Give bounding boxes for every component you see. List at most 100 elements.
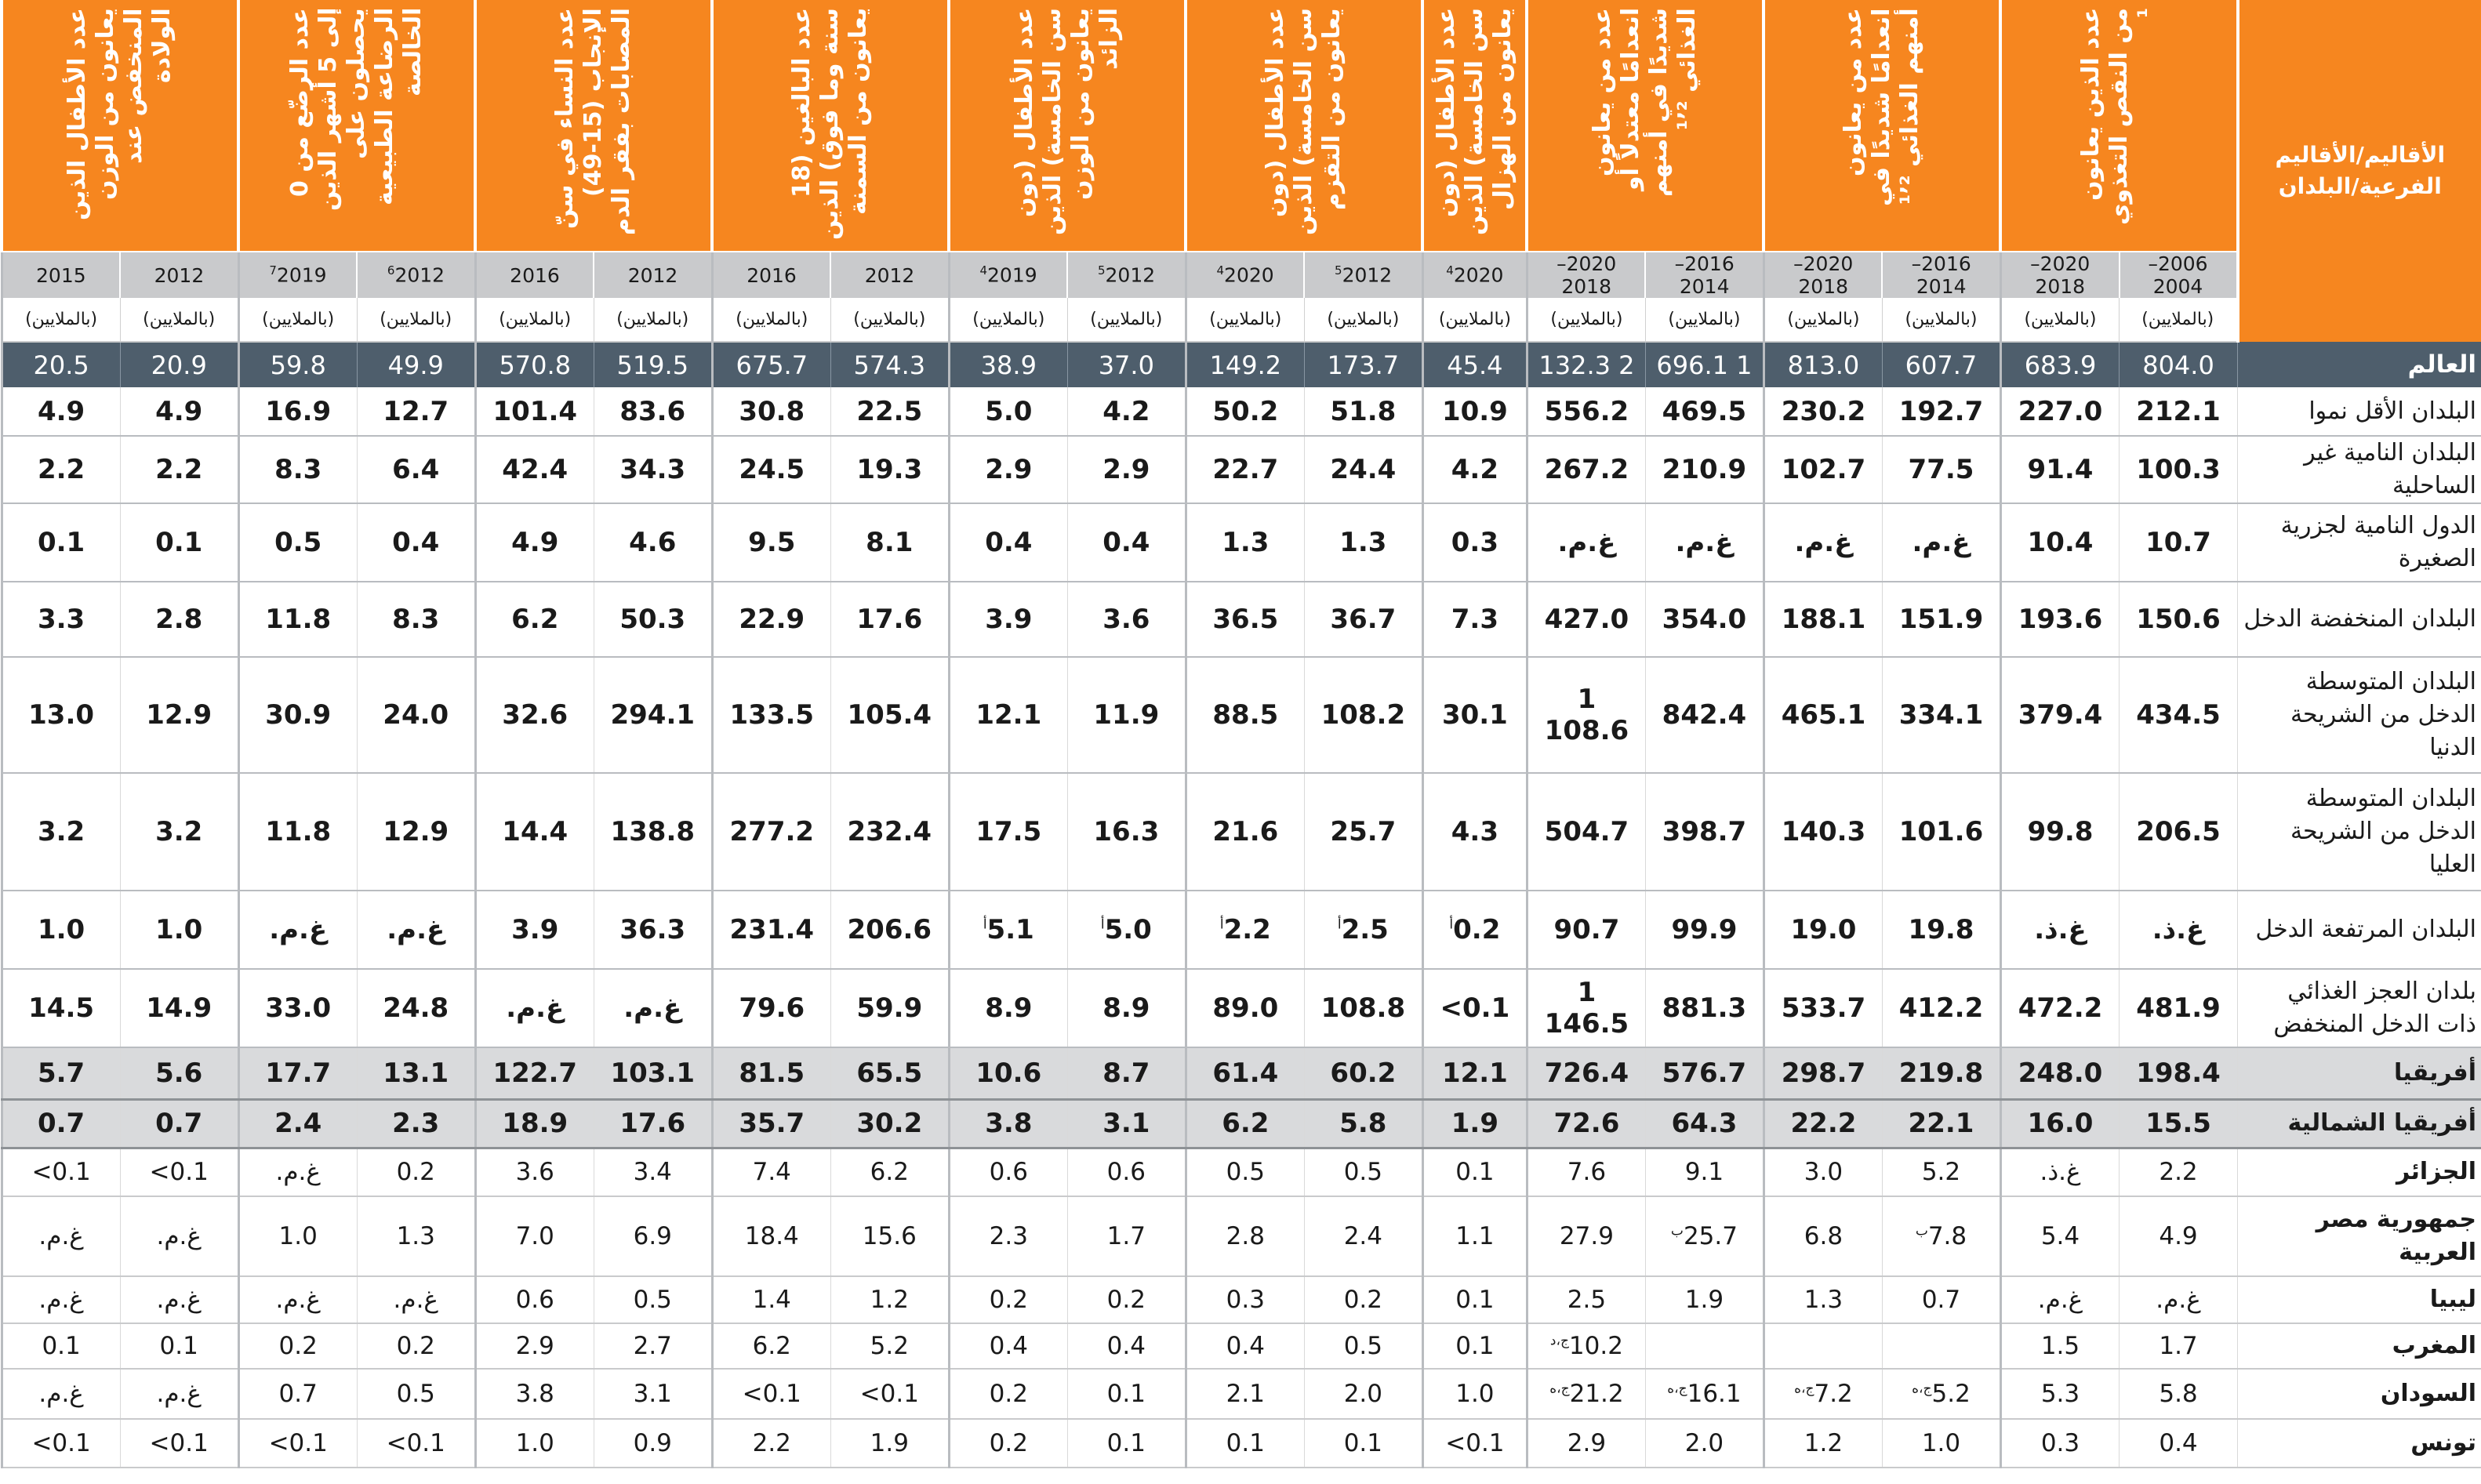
cell-value: 34.3 (619, 454, 686, 485)
cell-value: 100.3 (2136, 454, 2221, 485)
cell-value: 4.9 (37, 395, 85, 427)
table-cell: 0.9 (593, 1419, 713, 1468)
cell-value: 212.1 (2136, 395, 2221, 427)
table-cell: 100.3 (2118, 436, 2238, 504)
table-cell: 2.9 (1066, 436, 1186, 504)
cell-value: 2.2 (752, 1429, 791, 1457)
world-row: العالم 804.0 683.9 607.7 813.0 1 696.1 2 132.3… (0, 342, 2481, 387)
table-cell: غ.ذ. (1999, 891, 2120, 970)
table-cell: 1.3 (1184, 503, 1305, 582)
cell-value: 3.0 (1804, 1158, 1843, 1187)
cell-value: 51.8 (1330, 395, 1397, 427)
cell-value: غ.م. (2037, 1286, 2083, 1314)
cell-value: 533.7 (1781, 992, 1866, 1024)
cell-value: غ.م. (269, 914, 328, 945)
table-cell: 11.9 (1066, 657, 1186, 774)
cell-value: 4.3 (1451, 816, 1498, 847)
table-cell: 7.3 (1421, 582, 1527, 658)
year-label: 2012 (1105, 263, 1156, 287)
table-cell: 1.9 (830, 1419, 950, 1468)
cell-value: 0.6 (515, 1286, 554, 1314)
table-cell: 210.9 (1644, 436, 1764, 504)
cell-value: 5.2 (1931, 1380, 1971, 1408)
cell-value: 2.0 (1343, 1380, 1382, 1408)
cell-value: 210.9 (1662, 454, 1747, 485)
cell-value: 2.2 (37, 454, 85, 485)
table-cell: 4.9 (474, 503, 594, 582)
cell-value: 1.2 (1804, 1429, 1843, 1457)
table-cell: 556.2 (1525, 387, 1646, 437)
cell-value: غ.ذ. (2152, 914, 2205, 945)
cell-value: 0.2 (1106, 1286, 1146, 1314)
table-cell: غ.م. (356, 891, 476, 970)
cell-value: 36.7 (1330, 604, 1397, 635)
cell-value: 0.4 (985, 527, 1033, 558)
unit-label: (بالملايين) (1644, 298, 1764, 343)
table-cell: 13.1 (356, 1047, 476, 1101)
group-row: البلدان الأقل نموا 212.1 227.0 192.7 230.2 46… (0, 387, 2481, 437)
cell-value: غ.م. (393, 1286, 438, 1314)
table-cell: 1 696.1 (1644, 342, 1764, 387)
table-cell: 6.2 (474, 582, 594, 658)
region-row: أفريقيا 198.4 248.0 219.8 298.7 576.7 726.4 12.… (0, 1047, 2481, 1101)
table-cell: 0.4 (356, 503, 476, 582)
row-label: البلدان الأقل نموا (2237, 387, 2481, 437)
year-footnote-mark: 4 (1216, 263, 1225, 278)
cell-value: 50.2 (1212, 395, 1279, 427)
table-cell: 22.5 (830, 387, 950, 437)
table-cell: 79.6 (710, 969, 831, 1048)
cell-value: 0.6 (989, 1158, 1028, 1187)
table-cell: 1.1 (1421, 1196, 1527, 1277)
cell-value: 683.9 (2024, 350, 2097, 380)
table-cell: 0.7 (119, 1099, 239, 1149)
cell-value: 32.6 (502, 699, 568, 731)
cell-value: 61.4 (1212, 1057, 1279, 1089)
cell-value: 99.8 (2027, 816, 2094, 847)
cell-value: 0.7 (1921, 1286, 1961, 1314)
table-cell: 1.7 (1066, 1196, 1186, 1277)
cell-value: 1.3 (1222, 527, 1270, 558)
cell-value: 570.8 (499, 350, 572, 380)
cell-value: 9.5 (748, 527, 796, 558)
cell-value: 99.9 (1671, 914, 1738, 945)
table-cell: 14.4 (474, 773, 594, 891)
indicator-header: عدد الرضّع من 0 إلى 5 أشهر الذين يحصلون … (237, 0, 476, 252)
table-cell: 1.3 (1303, 503, 1423, 582)
table-cell: 576.7 (1644, 1047, 1764, 1101)
table-cell: 59.8 (237, 342, 358, 387)
footnote-mark: ج،د (1549, 1333, 1569, 1349)
cell-value: 30.2 (856, 1108, 923, 1139)
table-cell: غ.م. (237, 1148, 358, 1197)
cell-value: 2.2 (155, 454, 203, 485)
row-label: البلدان المتوسطة الدخل من الشريحة العليا (2237, 773, 2481, 891)
cell-value: 607.7 (1905, 350, 1978, 380)
cell-value: 881.3 (1662, 992, 1747, 1024)
table-cell: 7.6 (1525, 1148, 1646, 1197)
table-cell: 5.2ج،ه (1881, 1369, 2001, 1420)
cell-value: 10.2 (1568, 1332, 1623, 1360)
cell-value: 0.4 (989, 1332, 1028, 1360)
table-cell: 9.1 (1644, 1148, 1764, 1197)
table-cell: 45.4 (1421, 342, 1527, 387)
cell-value: 0.7 (278, 1380, 318, 1408)
table-cell: 0.7 (0, 1099, 121, 1149)
table-cell: 24.8 (356, 969, 476, 1048)
cell-value: 12.1 (975, 699, 1042, 731)
table-cell: 81.5 (710, 1047, 831, 1101)
cell-value: 232.4 (847, 816, 932, 847)
table-cell: 5.0 (947, 387, 1068, 437)
cell-value: 19.3 (856, 454, 923, 485)
unit-label: (بالملايين) (1066, 298, 1186, 343)
year-label: 2019 (276, 263, 327, 287)
table-cell: 3.3 (0, 582, 121, 658)
table-cell: 108.2 (1303, 657, 1423, 774)
cell-value: 1.7 (1106, 1222, 1146, 1250)
table-cell: 0.2 (947, 1419, 1068, 1468)
footnote-mark: ج،ه (1667, 1381, 1687, 1397)
cell-value: 398.7 (1662, 816, 1747, 847)
table-cell: 30.2 (830, 1099, 950, 1149)
table-cell: 12.7 (356, 387, 476, 437)
unit-label: (بالملايين) (1421, 298, 1527, 343)
table-cell: 10.4 (1999, 503, 2120, 582)
table-cell: غ.م. (2118, 1276, 2238, 1324)
